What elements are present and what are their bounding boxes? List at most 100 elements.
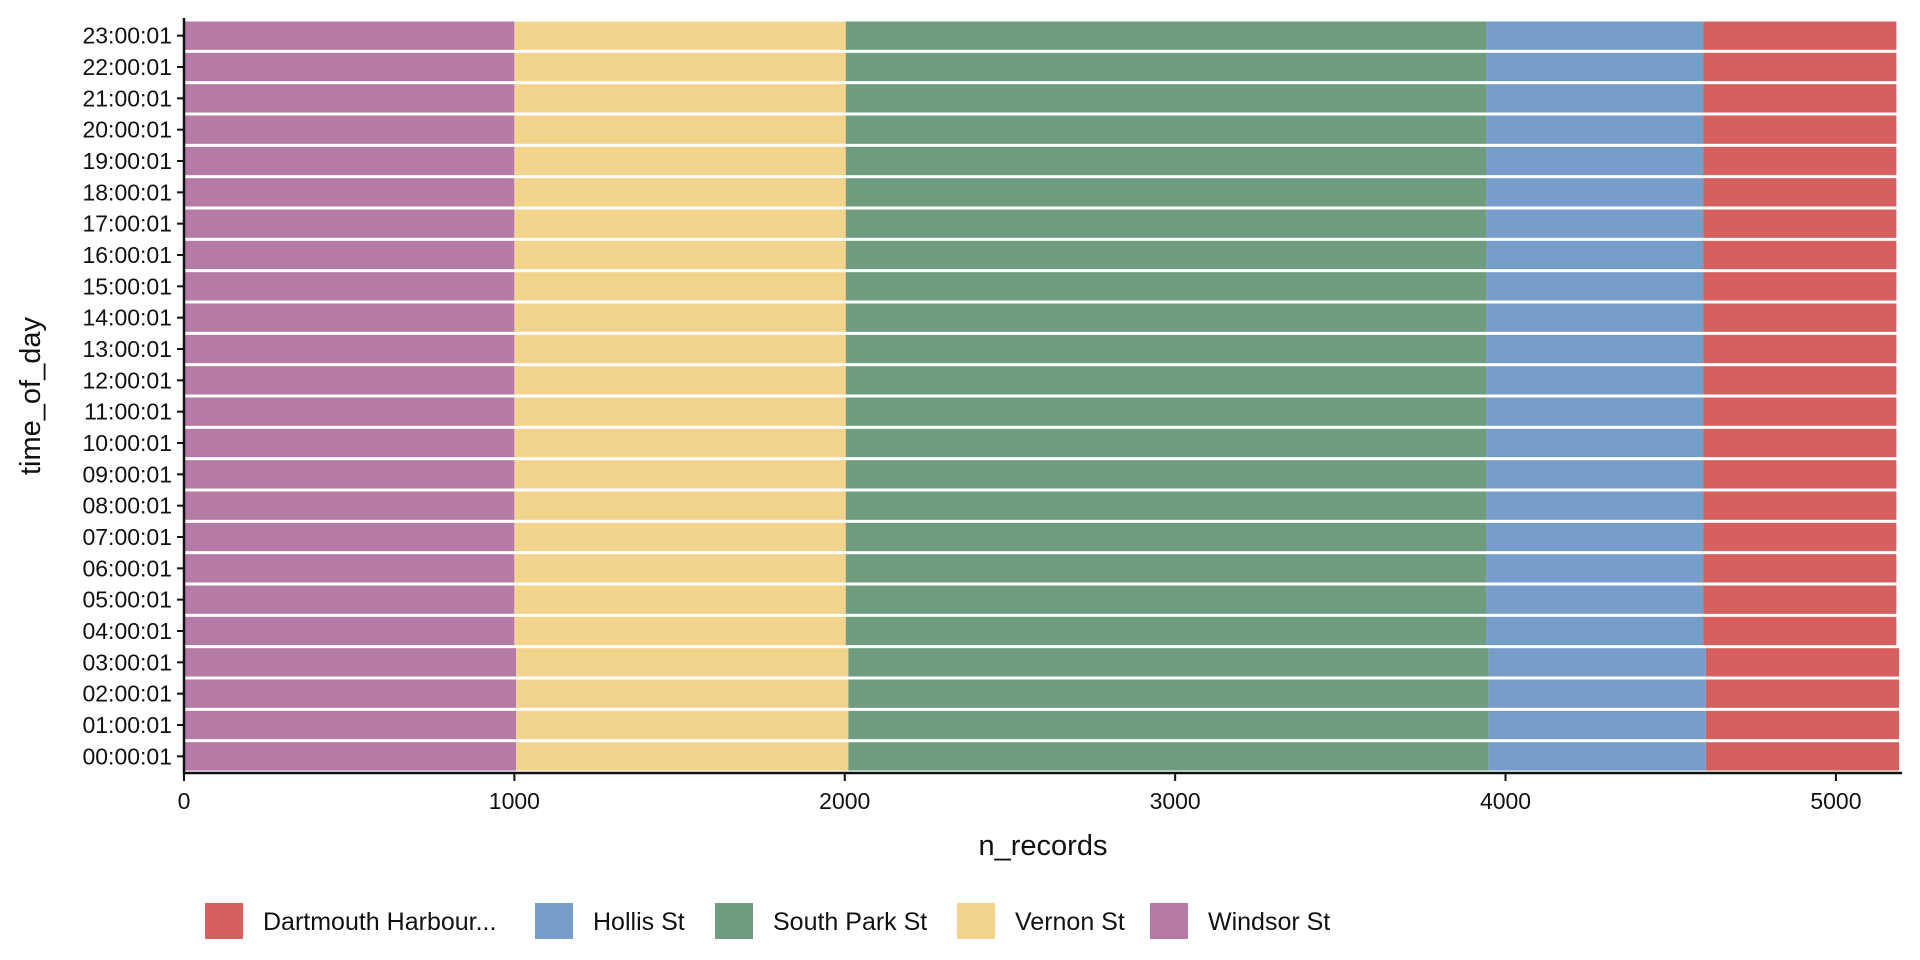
bar-vernon-st-200001 [514,115,846,144]
x-tick-label: 1000 [489,788,540,814]
bar-south-park-st-040001 [845,616,1487,646]
bar-hollis-st-140001 [1486,303,1704,332]
bar-south-park-st-210001 [845,84,1487,113]
bar-windsor-st-040001 [184,616,515,646]
bar-windsor-st-000001 [184,742,517,771]
bar-hollis-st-120001 [1486,366,1704,395]
bar-hollis-st-030001 [1488,648,1706,677]
bar-south-park-st-030001 [848,648,1489,677]
bar-vernon-st-190001 [514,146,846,176]
legend-swatch-vernon-st [957,903,995,939]
legend-label-south-park-st: South Park St [773,908,927,936]
y-tick-label: 20:00:01 [82,117,172,143]
bar-dartmouth-harbour-210001 [1703,84,1897,113]
bar-dartmouth-harbour-100001 [1703,428,1897,458]
bar-dartmouth-harbour-160001 [1703,240,1897,270]
bar-windsor-st-150001 [184,272,515,301]
legend-label-windsor-st: Windsor St [1208,908,1330,936]
bar-windsor-st-220001 [184,52,515,82]
y-tick-label: 10:00:01 [82,430,172,456]
y-tick-label: 13:00:01 [82,336,172,362]
y-axis-title: time_of_day [15,317,47,475]
bar-south-park-st-230001 [845,21,1487,50]
bar-dartmouth-harbour-030001 [1705,648,1900,677]
x-axis-title: n_records [979,830,1108,862]
bar-vernon-st-080001 [514,491,846,520]
bar-dartmouth-harbour-110001 [1703,397,1897,426]
legend-swatch-windsor-st [1150,903,1188,939]
x-tick-label: 5000 [1810,788,1861,814]
bar-hollis-st-050001 [1486,585,1704,614]
bar-south-park-st-120001 [845,366,1487,395]
y-tick-label: 00:00:01 [82,743,172,769]
bar-hollis-st-150001 [1486,272,1704,301]
bar-dartmouth-harbour-180001 [1703,178,1897,207]
bar-vernon-st-150001 [514,272,846,301]
bar-windsor-st-200001 [184,115,515,144]
bar-south-park-st-100001 [845,428,1487,458]
bar-windsor-st-100001 [184,428,515,458]
bar-windsor-st-170001 [184,209,515,238]
y-tick-label: 17:00:01 [82,211,172,237]
bar-windsor-st-210001 [184,84,515,113]
bar-dartmouth-harbour-230001 [1703,21,1897,50]
bar-hollis-st-160001 [1486,240,1704,270]
bar-windsor-st-080001 [184,491,515,520]
y-tick-label: 06:00:01 [82,555,172,581]
bar-dartmouth-harbour-170001 [1703,209,1897,238]
bar-south-park-st-010001 [848,710,1489,740]
bar-hollis-st-000001 [1488,742,1706,771]
bar-hollis-st-060001 [1486,554,1704,583]
bar-hollis-st-080001 [1486,491,1704,520]
y-tick-label: 09:00:01 [82,461,172,487]
bar-south-park-st-060001 [845,554,1487,583]
bar-windsor-st-190001 [184,146,515,176]
bar-hollis-st-020001 [1488,679,1706,708]
bar-windsor-st-140001 [184,303,515,332]
bar-windsor-st-070001 [184,522,515,552]
bar-south-park-st-160001 [845,240,1487,270]
bar-windsor-st-120001 [184,366,515,395]
legend-swatch-hollis-st [535,903,573,939]
bar-hollis-st-220001 [1486,52,1704,82]
bar-vernon-st-050001 [514,585,846,614]
bar-windsor-st-230001 [184,21,515,50]
bar-dartmouth-harbour-010001 [1705,710,1900,740]
x-tick-label: 4000 [1480,788,1531,814]
bar-vernon-st-040001 [514,616,846,646]
legend-label-vernon-st: Vernon St [1015,908,1125,936]
bar-dartmouth-harbour-080001 [1703,491,1897,520]
bar-dartmouth-harbour-150001 [1703,272,1897,301]
y-tick-label: 12:00:01 [82,367,172,393]
bar-windsor-st-030001 [184,648,517,677]
bar-hollis-st-230001 [1486,21,1704,50]
bar-dartmouth-harbour-220001 [1703,52,1897,82]
bar-vernon-st-170001 [514,209,846,238]
bar-vernon-st-090001 [514,460,846,489]
y-tick-label: 07:00:01 [82,524,172,550]
x-tick-label: 2000 [819,788,870,814]
bar-windsor-st-160001 [184,240,515,270]
bar-dartmouth-harbour-020001 [1705,679,1900,708]
bar-vernon-st-210001 [514,84,846,113]
bar-dartmouth-harbour-000001 [1705,742,1900,771]
y-tick-label: 23:00:01 [82,23,172,49]
bar-south-park-st-070001 [845,522,1487,552]
bar-hollis-st-110001 [1486,397,1704,426]
x-tick-label: 0 [178,788,191,814]
bar-vernon-st-030001 [516,648,849,677]
bar-vernon-st-230001 [514,21,846,50]
y-tick-label: 08:00:01 [82,493,172,519]
bar-vernon-st-130001 [514,334,846,364]
bar-hollis-st-070001 [1486,522,1704,552]
bar-dartmouth-harbour-120001 [1703,366,1897,395]
bar-dartmouth-harbour-190001 [1703,146,1897,176]
bar-windsor-st-020001 [184,679,517,708]
legend: Dartmouth Harbour... Hollis St South Park … [205,903,1330,939]
y-tick-label: 05:00:01 [82,587,172,613]
bar-vernon-st-220001 [514,52,846,82]
bar-hollis-st-200001 [1486,115,1704,144]
bar-south-park-st-000001 [848,742,1489,771]
bar-vernon-st-000001 [516,742,849,771]
